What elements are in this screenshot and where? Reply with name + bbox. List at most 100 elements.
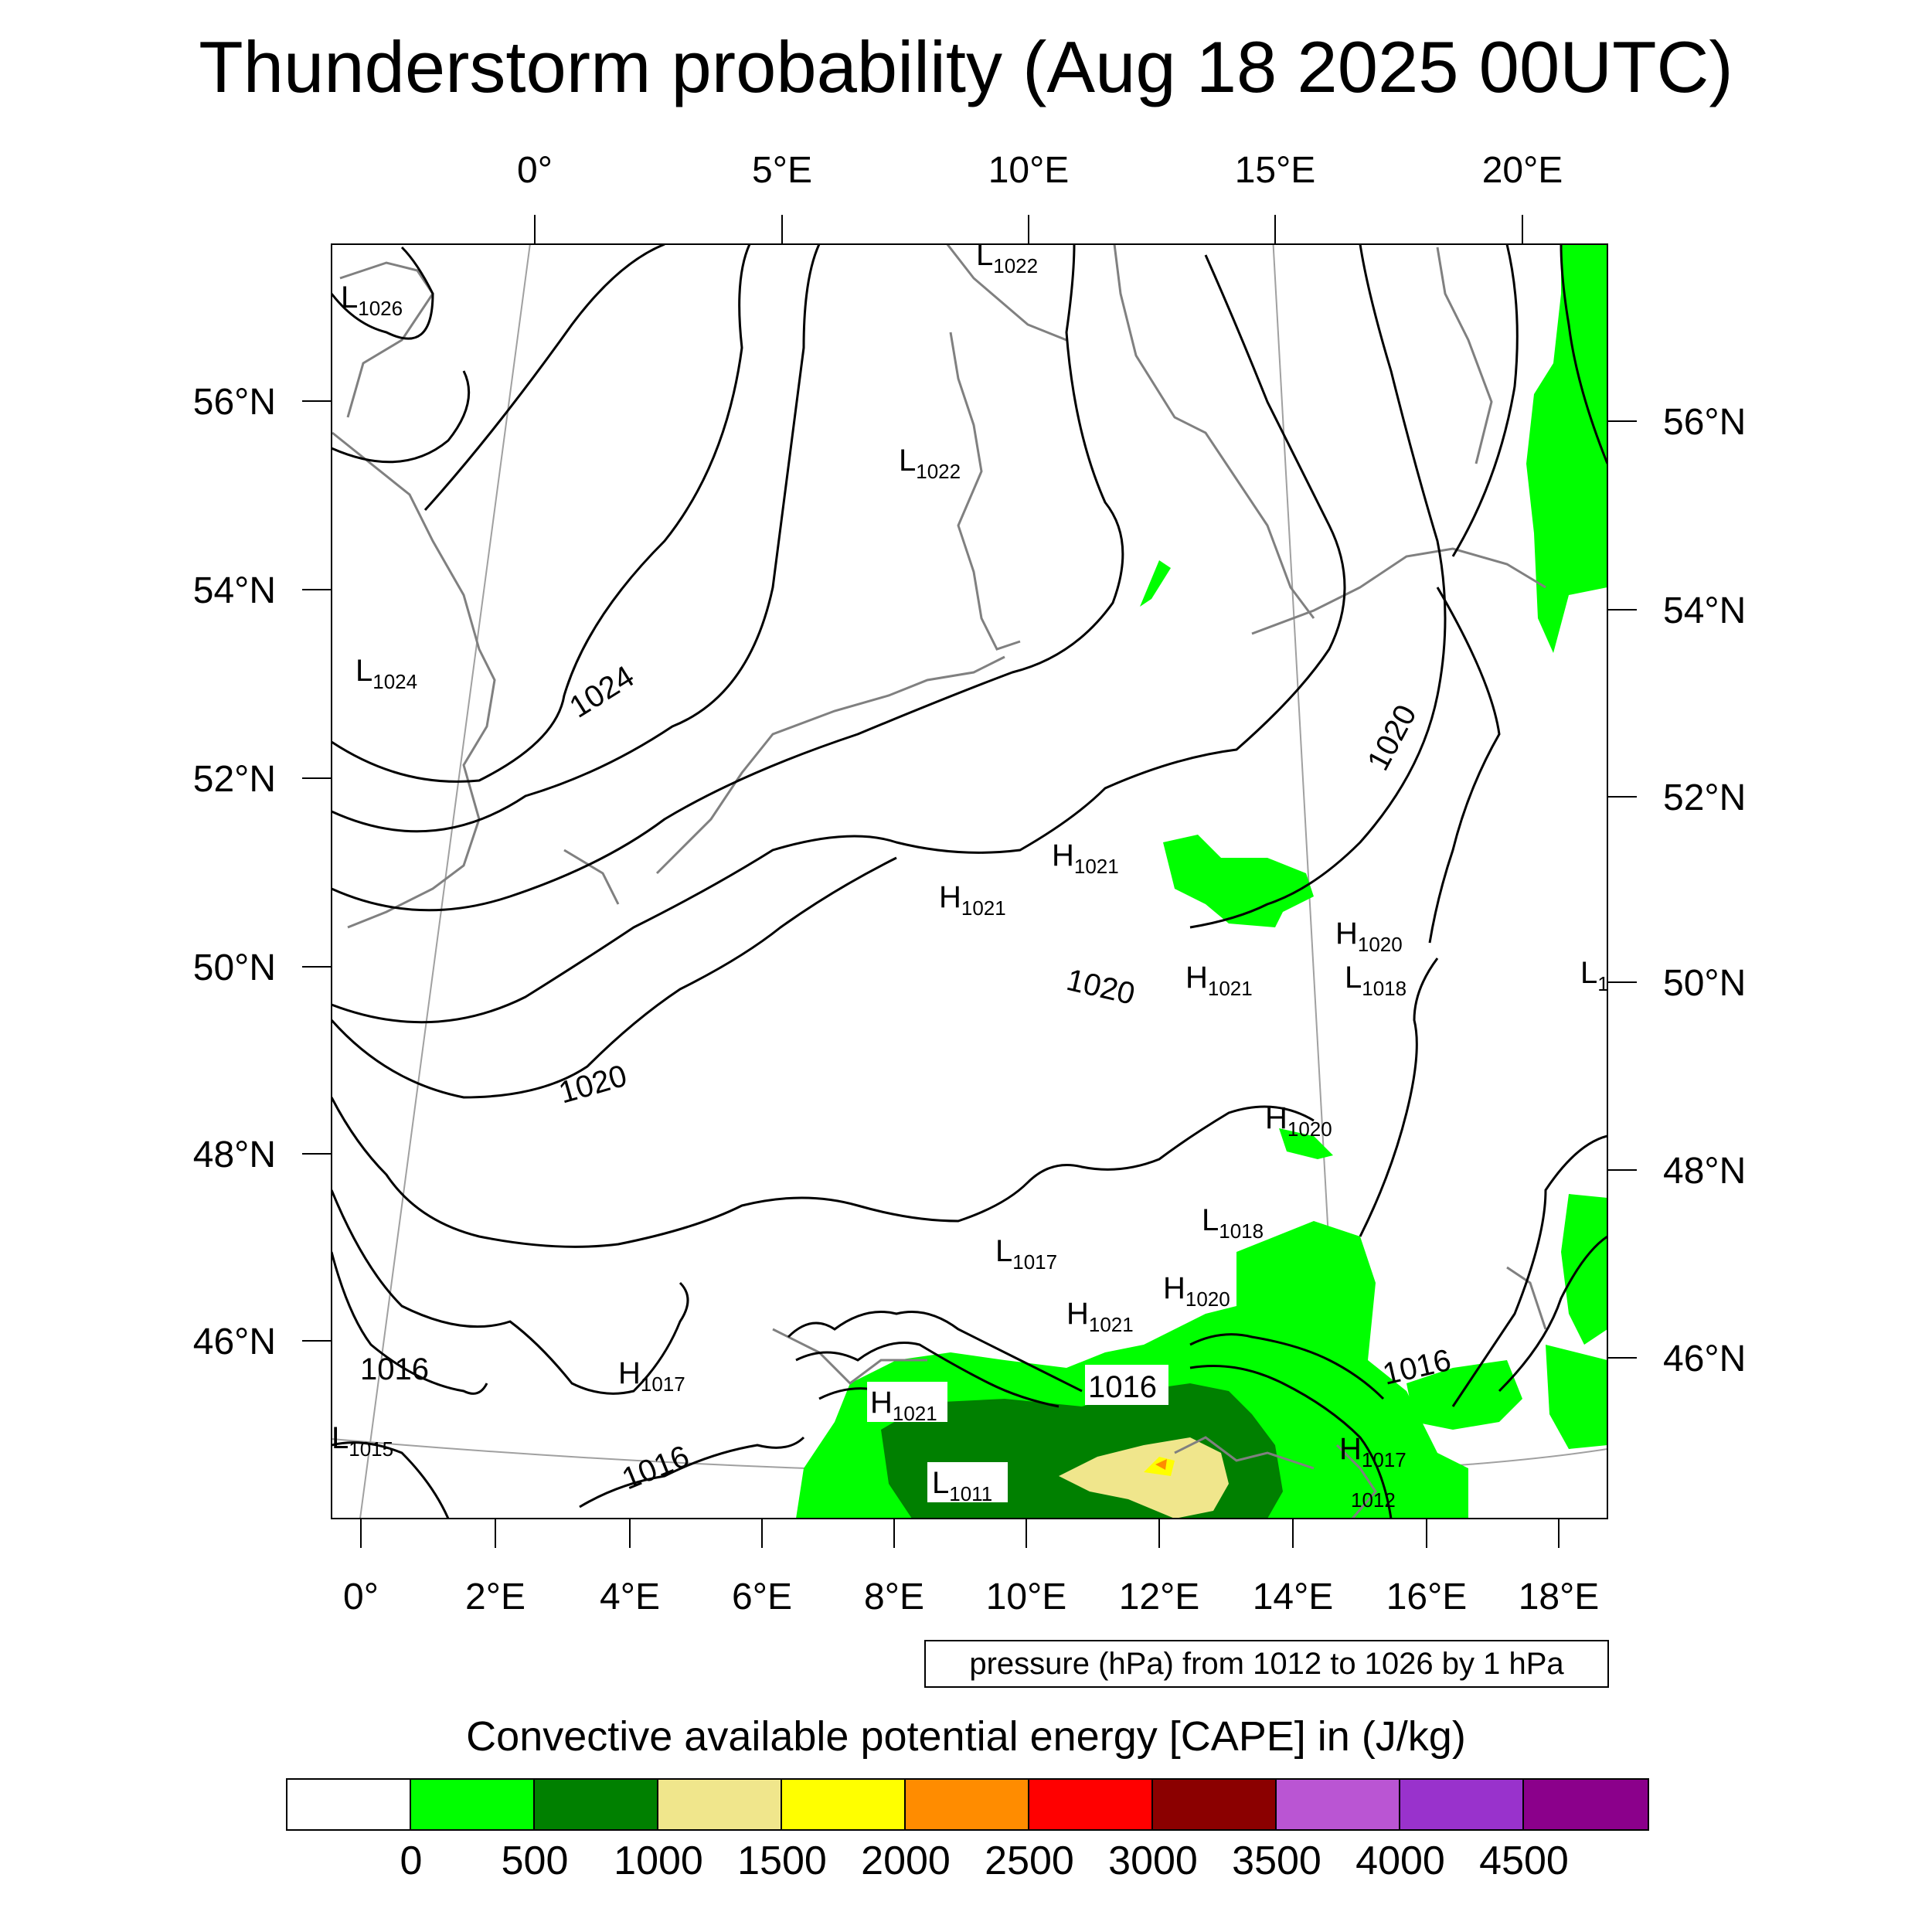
bottom-lon-label: 2°E <box>465 1577 526 1617</box>
left-ticks <box>302 400 332 1342</box>
colorbar-label: 3500 <box>1232 1838 1321 1883</box>
colorbar-swatch <box>1029 1780 1153 1829</box>
top-lon-label: 20°E <box>1482 150 1563 191</box>
pressure-center-label: H1020 <box>1163 1271 1230 1311</box>
colorbar-label: 2000 <box>861 1838 951 1883</box>
right-lat-label: 46°N <box>1663 1338 1746 1379</box>
pressure-center-label: H1021 <box>939 880 1006 920</box>
left-lat-label: 56°N <box>193 382 276 423</box>
pressure-center-label: L1024 <box>355 654 417 693</box>
cape-fill-green <box>1140 560 1171 607</box>
colorbar <box>286 1778 1649 1831</box>
map-content <box>332 244 1607 1519</box>
colorbar-swatch <box>906 1780 1029 1829</box>
pressure-center-label: H1021 <box>870 1386 937 1425</box>
cape-fill-green <box>1561 1194 1607 1345</box>
bottom-ticks <box>360 1519 1560 1548</box>
colorbar-swatch <box>1524 1780 1648 1829</box>
cape-fill-green <box>1546 1345 1607 1449</box>
colorbar-label: 0 <box>400 1838 423 1883</box>
pressure-center-label: H1021 <box>1052 838 1119 878</box>
colorbar-label: 500 <box>501 1838 569 1883</box>
pressure-center-label: H1021 <box>1066 1297 1134 1336</box>
colorbar-label: 4500 <box>1479 1838 1569 1883</box>
cape-fill-green <box>1526 244 1607 653</box>
label-box <box>927 1462 1008 1502</box>
top-lon-label: 5°E <box>752 150 812 191</box>
label-box <box>1085 1365 1168 1405</box>
right-ticks <box>1607 420 1637 1359</box>
pressure-center-label: L1022 <box>899 444 961 483</box>
pressure-center-label: L1 <box>1580 956 1609 995</box>
right-lat-label: 52°N <box>1663 777 1746 818</box>
cape-fill-khaki <box>1059 1437 1229 1519</box>
pressure-note: pressure (hPa) from 1012 to 1026 by 1 hP… <box>924 1640 1609 1688</box>
contour-label: 1024 <box>563 659 640 724</box>
pressure-center-label: L1015 <box>332 1421 393 1461</box>
pressure-center-label: H1020 <box>1335 917 1403 956</box>
colorbar-label: 4000 <box>1355 1838 1445 1883</box>
pressure-center-label: L1011 <box>932 1466 992 1505</box>
colorbar-swatch <box>782 1780 906 1829</box>
pressure-center-label: H1020 <box>1265 1101 1332 1141</box>
colorbar-label: 2500 <box>985 1838 1074 1883</box>
map-title: Thunderstorm probability (Aug 18 2025 00… <box>199 26 1733 107</box>
cape-fill <box>796 244 1607 1519</box>
colorbar-swatch <box>535 1780 658 1829</box>
colorbar-title: Convective available potential energy [C… <box>466 1713 1466 1760</box>
pressure-center-label: 1012 <box>1351 1488 1396 1512</box>
bottom-lon-label: 4°E <box>600 1577 660 1617</box>
bottom-lon-label: 16°E <box>1386 1577 1468 1617</box>
left-lat-label: 52°N <box>193 759 276 800</box>
pressure-center-label: L1018 <box>1202 1203 1264 1243</box>
bottom-lon-label: 10°E <box>986 1577 1067 1617</box>
bottom-lon-label: 8°E <box>864 1577 924 1617</box>
top-lon-label: 0° <box>517 150 553 191</box>
colorbar-label: 1500 <box>737 1838 827 1883</box>
pressure-center-label: H1017 <box>1339 1432 1406 1471</box>
left-lat-label: 54°N <box>193 570 276 611</box>
colorbar-swatch <box>1400 1780 1524 1829</box>
bottom-lon-labels: 0° 2°E 4°E 6°E 8°E 10°E 12°E 14°E 16°E 1… <box>343 1577 1599 1617</box>
top-lon-label: 15°E <box>1235 150 1316 191</box>
pressure-center-label: H1021 <box>1185 961 1253 1000</box>
bottom-lon-label: 6°E <box>732 1577 792 1617</box>
top-ticks <box>534 215 1523 244</box>
pressure-center-label: H1017 <box>618 1356 685 1396</box>
left-lat-label: 50°N <box>193 947 276 988</box>
contour-label: 1016 <box>360 1352 429 1386</box>
pressure-center-label: L1017 <box>995 1234 1057 1274</box>
colorbar-swatch <box>287 1780 411 1829</box>
pressure-center-label: L1018 <box>1345 961 1406 1000</box>
pressure-center-label: L1026 <box>341 281 403 320</box>
right-lat-label: 54°N <box>1663 590 1746 631</box>
left-lat-label: 46°N <box>193 1321 276 1362</box>
colorbar-label: 3000 <box>1108 1838 1198 1883</box>
pressure-center-label: L1022 <box>976 238 1038 277</box>
colorbar-swatch <box>1153 1780 1277 1829</box>
colorbar-swatch <box>658 1780 782 1829</box>
contour-label: 1016 <box>617 1439 694 1496</box>
label-box <box>867 1382 947 1422</box>
pressure-centers: L1026 L1022 L1022 L1024 H1021 H1021 H102… <box>332 238 1609 1512</box>
contour-label: 1016 <box>1088 1370 1157 1404</box>
contour-label: 1020 <box>1063 963 1138 1012</box>
contour-label: 1020 <box>555 1059 631 1111</box>
top-lon-labels: 0° 5°E 10°E 15°E 20°E <box>517 150 1563 191</box>
bottom-lon-label: 18°E <box>1519 1577 1600 1617</box>
colorbar-label: 1000 <box>614 1838 703 1883</box>
bottom-lon-label: 14°E <box>1253 1577 1334 1617</box>
right-lat-label: 56°N <box>1663 402 1746 443</box>
bottom-lon-label: 0° <box>343 1577 379 1617</box>
right-lat-label: 50°N <box>1663 963 1746 1004</box>
colorbar-swatch <box>411 1780 535 1829</box>
left-lat-labels: 56°N 54°N 52°N 50°N 48°N 46°N <box>193 382 276 1362</box>
colorbar-swatch <box>1277 1780 1400 1829</box>
cape-fill-orange <box>1155 1459 1167 1470</box>
cape-fill-green <box>1406 1360 1522 1430</box>
right-lat-labels: 56°N 54°N 52°N 50°N 48°N 46°N <box>1663 402 1746 1379</box>
isobars <box>332 244 1607 1519</box>
bottom-lon-label: 12°E <box>1119 1577 1200 1617</box>
cape-fill-green <box>1163 835 1314 927</box>
